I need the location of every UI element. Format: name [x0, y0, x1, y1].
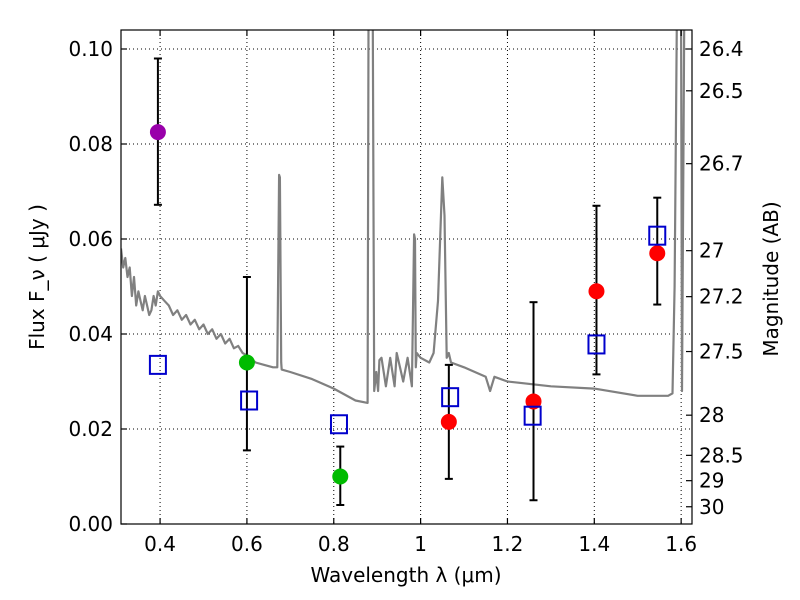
model-band-square	[587, 334, 606, 355]
data-point	[149, 124, 166, 141]
y-axis: 0.00 0.02 0.04 0.06 0.08 0.10	[68, 37, 127, 536]
y-tick-label: 0.04	[68, 322, 113, 346]
data-point	[332, 468, 349, 485]
x-tick-label: 1.2	[492, 532, 524, 556]
x-tick-label: 1	[414, 532, 427, 556]
data-point	[525, 393, 542, 410]
data-point	[649, 245, 666, 262]
y-tick-label: 0.08	[68, 132, 113, 156]
y2-tick-label: 27.2	[699, 285, 744, 309]
y-axis-label: Flux F_ν ( μJy )	[25, 204, 49, 350]
y2-axis-label: Magnitude (AB)	[759, 201, 783, 356]
y2-tick-label: 28.5	[699, 443, 744, 467]
plot-area	[121, 30, 686, 506]
model-band-square	[240, 390, 259, 411]
data-point	[440, 413, 457, 430]
x-axis-label: Wavelength λ (μm)	[310, 563, 501, 587]
model-band-square	[148, 354, 167, 375]
y2-tick-label: 28	[699, 403, 724, 427]
y2-tick-label: 27	[699, 239, 724, 263]
x-axis: 0.4 0.6 0.8 1 1.2 1.4 1.6	[144, 30, 697, 556]
data-point	[588, 283, 605, 300]
x-tick-label: 1.4	[578, 532, 610, 556]
x-tick-label: 1.6	[665, 532, 697, 556]
y2-tick-label: 26.5	[699, 79, 744, 103]
model-band-square	[523, 405, 542, 426]
x-tick-label: 0.4	[144, 532, 176, 556]
y2-tick-label: 30	[699, 495, 724, 519]
y2-tick-label: 27.5	[699, 340, 744, 364]
x-tick-label: 0.8	[318, 532, 350, 556]
y2-tick-label: 29	[699, 469, 724, 493]
grid-layer	[121, 30, 692, 525]
y2-tick-label: 26.4	[699, 37, 744, 61]
y-tick-label: 0.10	[68, 37, 113, 61]
y-tick-label: 0.02	[68, 417, 113, 441]
y-tick-label: 0.06	[68, 227, 113, 251]
x-tick-label: 0.6	[231, 532, 263, 556]
model-spectrum-line	[121, 30, 686, 404]
data-point	[238, 354, 255, 371]
model-band-square	[441, 387, 460, 408]
model-band-square	[648, 225, 667, 246]
model-band-square	[329, 414, 348, 435]
plot-frame	[120, 29, 693, 525]
y2-tick-label: 26.7	[699, 152, 744, 176]
y-tick-label: 0.00	[68, 512, 113, 536]
